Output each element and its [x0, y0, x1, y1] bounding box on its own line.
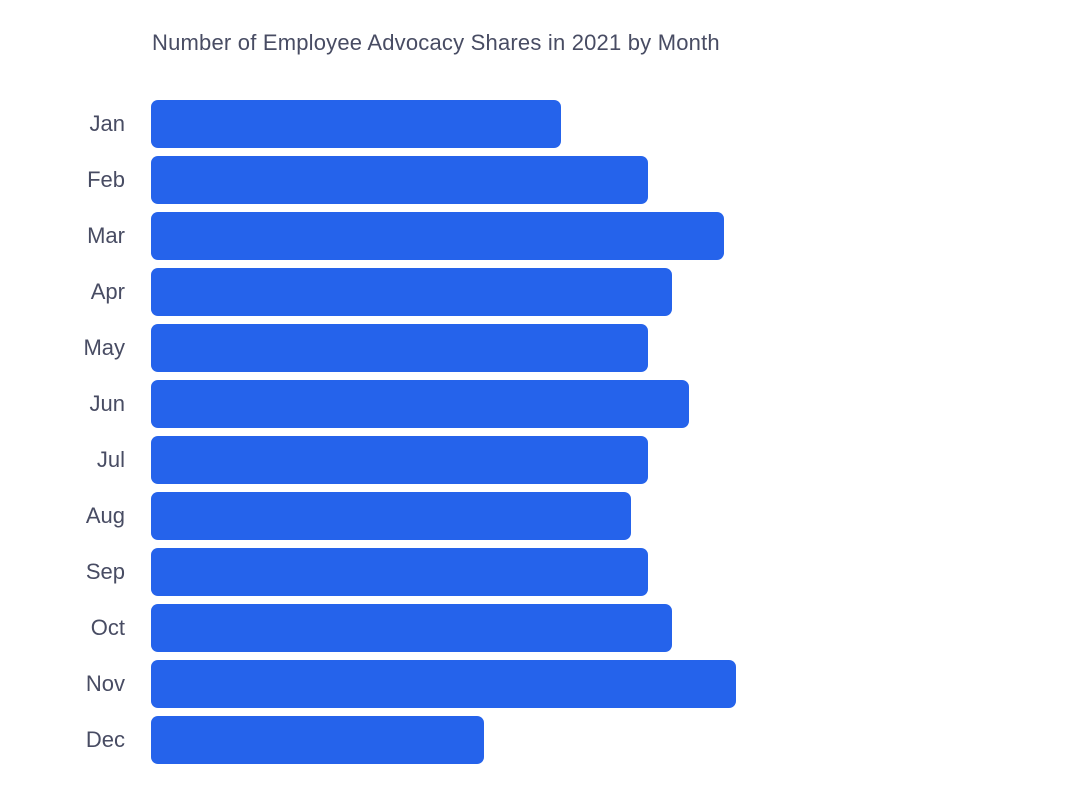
- chart-row: Aug: [0, 492, 736, 540]
- bar-jun: [151, 380, 690, 428]
- chart-row: Nov: [0, 660, 736, 708]
- chart-rows: Jan Feb Mar Apr May Jun Jul Aug Sep Oct Nov Dec: [0, 100, 736, 772]
- category-label: Oct: [90, 615, 125, 640]
- category-label: Jan: [89, 111, 125, 136]
- category-label: Feb: [87, 167, 125, 192]
- category-label: Aug: [85, 503, 125, 528]
- category-label: Jun: [89, 391, 125, 416]
- chart-row: Sep: [0, 548, 736, 596]
- chart-row: May: [0, 324, 736, 372]
- category-label: May: [83, 335, 125, 360]
- bar-nov: [151, 660, 736, 708]
- bar-jan: [151, 100, 561, 148]
- chart-row: Feb: [0, 156, 736, 204]
- bar-feb: [151, 156, 649, 204]
- category-label: Sep: [85, 559, 125, 584]
- category-label: Nov: [85, 671, 125, 696]
- chart-row: Jan: [0, 100, 736, 148]
- bar-mar: [151, 212, 725, 260]
- bar-may: [151, 324, 649, 372]
- chart-row: Dec: [0, 716, 736, 764]
- bar-apr: [151, 268, 672, 316]
- chart-row: Jun: [0, 380, 736, 428]
- category-label: Jul: [96, 447, 125, 472]
- chart-row: Apr: [0, 268, 736, 316]
- bar-oct: [151, 604, 672, 652]
- bar-sep: [151, 548, 649, 596]
- chart-title: Number of Employee Advocacy Shares in 20…: [152, 30, 720, 55]
- bar-aug: [151, 492, 631, 540]
- bar-jul: [151, 436, 649, 484]
- category-label: Apr: [90, 279, 125, 304]
- category-label: Dec: [85, 727, 125, 752]
- chart-row: Mar: [0, 212, 736, 260]
- chart-row: Oct: [0, 604, 736, 652]
- category-label: Mar: [87, 223, 125, 248]
- chart-row: Jul: [0, 436, 736, 484]
- bar-dec: [151, 716, 485, 764]
